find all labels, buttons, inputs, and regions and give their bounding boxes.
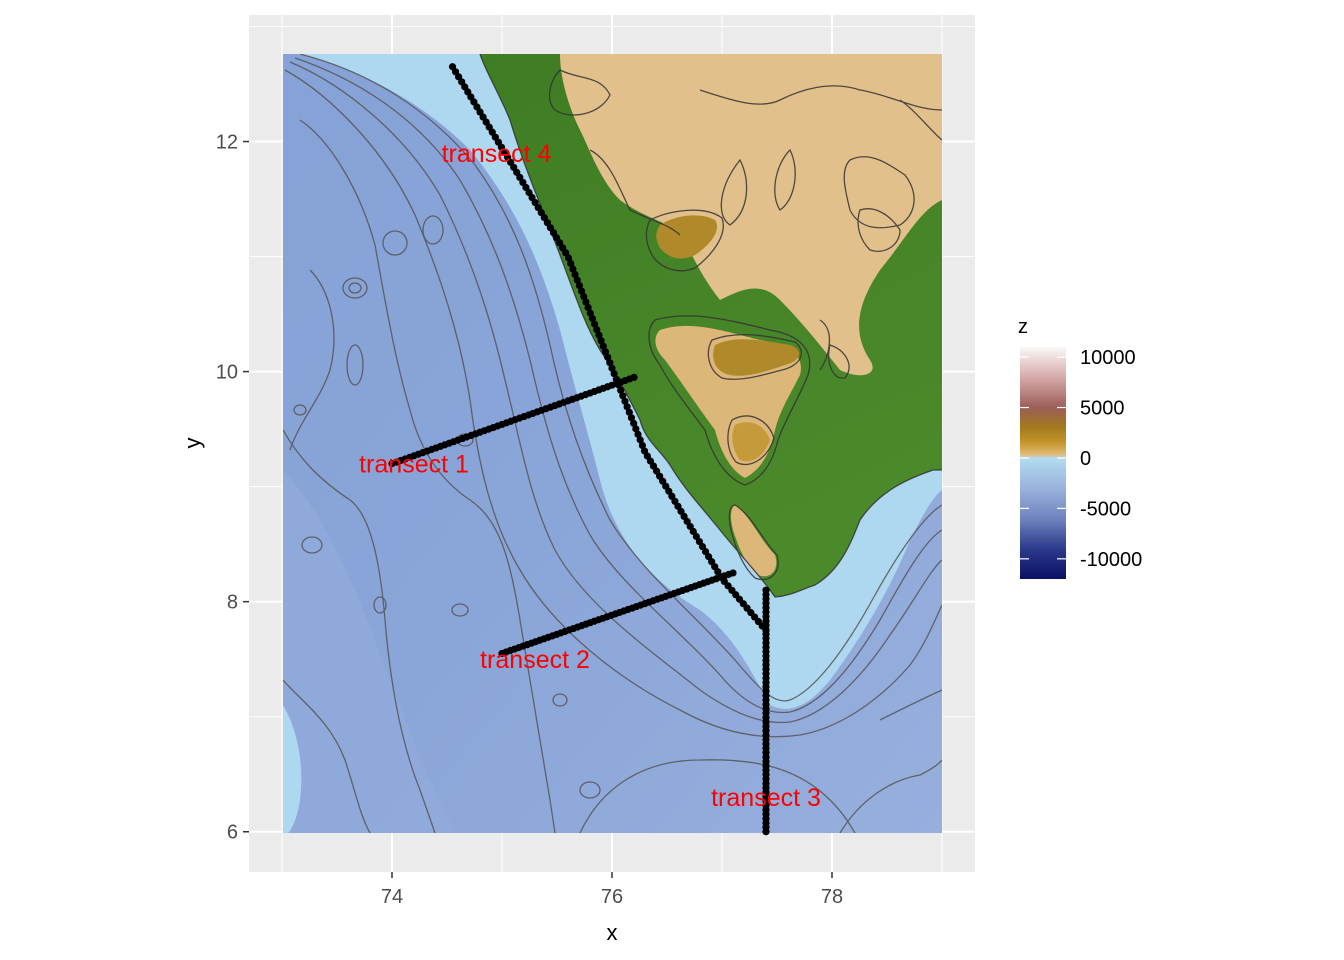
transect-point: [599, 342, 607, 350]
transect-point: [606, 359, 614, 367]
transect-point: [614, 381, 623, 389]
transect-point: [621, 397, 629, 405]
transect-point: [591, 320, 599, 328]
transect-point: [577, 287, 586, 295]
transect-point: [571, 270, 579, 279]
transect-label: transect 2: [480, 646, 590, 674]
y-tick-label: 8: [227, 592, 238, 614]
transect-point: [604, 353, 612, 361]
transect-label: transect 3: [711, 784, 821, 812]
transect-label: transect 1: [359, 451, 469, 479]
transect-point: [630, 373, 638, 381]
transect-point: [632, 425, 640, 433]
transect-points: [388, 63, 770, 836]
mountain-peak-anamalai: [713, 339, 800, 376]
transect-point: [584, 304, 592, 312]
transect-point: [595, 331, 603, 339]
transect-point: [575, 281, 584, 290]
x-tick-label: 78: [821, 886, 843, 908]
land-highland-south: [730, 505, 777, 577]
bathymetry-contours: [283, 54, 942, 833]
legend-break-label: -5000: [1080, 498, 1131, 520]
transect-point: [610, 370, 618, 378]
transect-point: [593, 326, 601, 334]
legend-break-label: 5000: [1080, 398, 1125, 420]
shallow-strip-southwest: [283, 705, 302, 833]
transect-point: [634, 430, 642, 438]
transect-point: [623, 403, 631, 411]
transect-point: [729, 569, 737, 577]
transect-point: [569, 265, 577, 273]
elevation-raster: [283, 54, 942, 833]
transect-point: [601, 348, 610, 356]
transect-label: transect 4: [442, 140, 552, 168]
abyssal-patch: [283, 470, 460, 833]
transect-labels: transect 1 transect 2 transect 3 transect 4: [359, 140, 821, 812]
y-axis-title: y: [180, 438, 205, 449]
legend-break-label: 0: [1080, 448, 1091, 470]
legend-break-label: -10000: [1080, 549, 1142, 571]
transect-point: [627, 414, 636, 422]
y-tick-label: 12: [216, 132, 238, 154]
transect-point: [580, 292, 588, 301]
y-tick-label: 6: [227, 822, 238, 844]
land-highland-north: [560, 54, 942, 376]
transect-point: [636, 436, 644, 444]
transect-point: [762, 626, 770, 635]
legend-colorbar: [1020, 347, 1066, 579]
mountain-peak-south: [732, 422, 770, 462]
transect-point: [625, 408, 633, 416]
mountain-peak-nilgiri: [656, 215, 718, 259]
transect-point: [564, 254, 573, 262]
transect-point: [630, 419, 638, 427]
x-axis-title: x: [607, 920, 618, 945]
axis-ticks: 74 76 78 6 8 10 12: [216, 132, 843, 908]
transect-point: [582, 298, 590, 306]
transect-point: [608, 364, 616, 372]
legend-break-label: 10000: [1080, 347, 1136, 369]
elevation-contours: [479, 54, 942, 598]
legend-title: z: [1018, 316, 1028, 338]
transect-point: [638, 441, 646, 450]
transect-point: [567, 259, 575, 268]
transect-point: [588, 315, 597, 323]
legend-ticks: 10000 5000 0 -5000 -10000: [1020, 347, 1142, 571]
transect-point: [586, 309, 594, 317]
transect-point: [619, 392, 627, 400]
legend: z 10000 5000 0 -5000 -10000: [1018, 316, 1142, 579]
transect-point: [612, 375, 620, 383]
x-tick-label: 74: [381, 886, 403, 908]
transect-point: [617, 386, 625, 394]
transect-point: [597, 337, 605, 345]
transect-point: [762, 828, 770, 836]
x-tick-label: 76: [601, 886, 623, 908]
transect-point: [573, 276, 581, 284]
y-tick-label: 10: [216, 362, 238, 384]
